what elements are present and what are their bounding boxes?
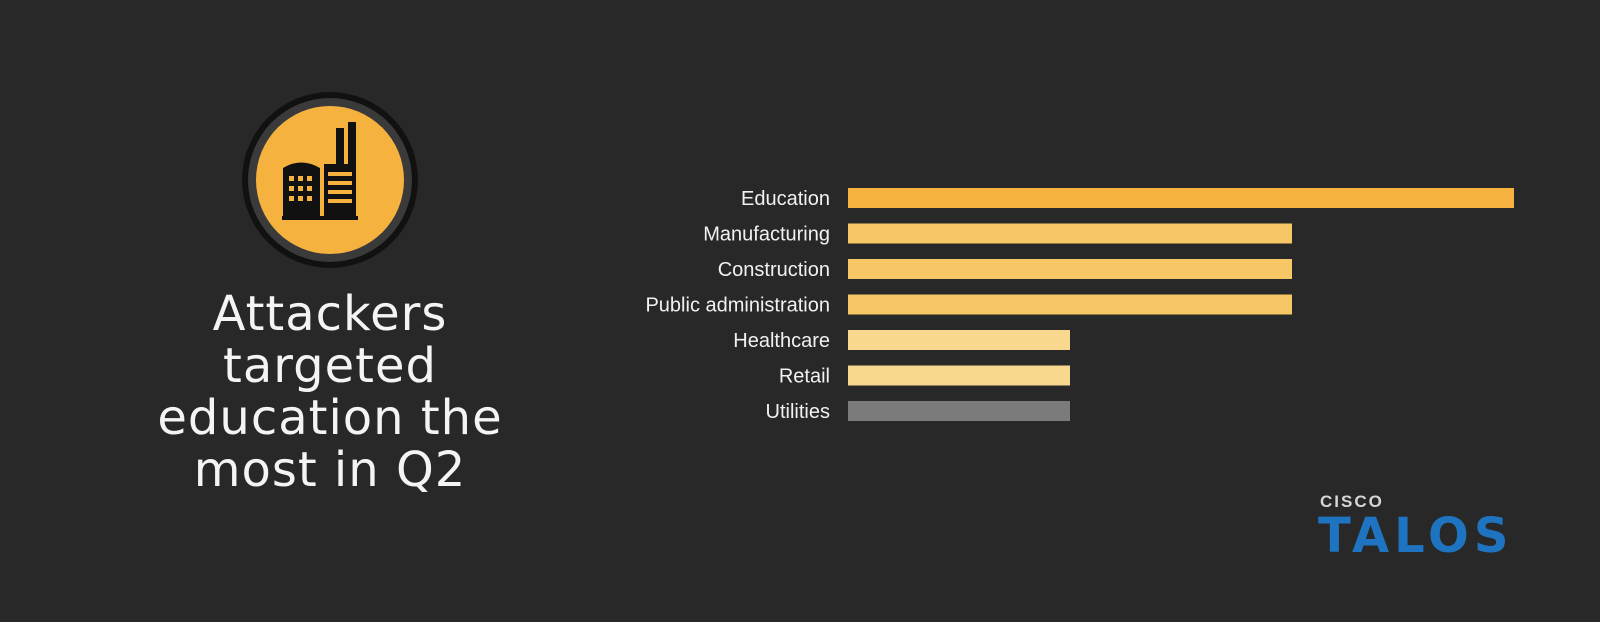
category-label: Education [741,188,830,210]
bar [848,223,1292,244]
headline-line-2: targeted [223,338,437,394]
bar [848,401,1070,421]
factory-stripes [328,172,352,203]
headline-line-3: education the [157,390,503,446]
bar [848,259,1292,279]
category-label: Construction [718,259,830,281]
bar [848,294,1292,315]
right-chimney-icon [348,122,356,164]
category-label: Utilities [766,401,830,423]
bar [848,365,1070,386]
hero-block: Attackers targeted education the most in… [150,90,510,510]
bar-chart-svg: Education Manufacturing Construction Public… [645,188,1514,423]
industry-badge [240,90,420,270]
brand-top-text: CISCO [1320,492,1384,511]
bar [848,188,1514,208]
brand-main-text: TALOS [1318,508,1514,564]
category-label: Manufacturing [703,224,830,246]
ground-line [282,216,358,220]
brand-mark: CISCO TALOS [1318,492,1558,572]
bar-chart: Education Manufacturing Construction Public… [560,170,1560,440]
building-icon [242,92,418,268]
headline: Attackers targeted education the most in… [150,288,510,496]
category-label: Healthcare [733,330,830,352]
category-label: Public administration [645,295,830,317]
category-label: Retail [779,366,830,388]
bar [848,330,1070,350]
left-chimney-icon [336,128,344,164]
headline-line-4: most in Q2 [193,442,467,498]
headline-line-1: Attackers [212,286,448,342]
tank-windows [289,176,312,201]
